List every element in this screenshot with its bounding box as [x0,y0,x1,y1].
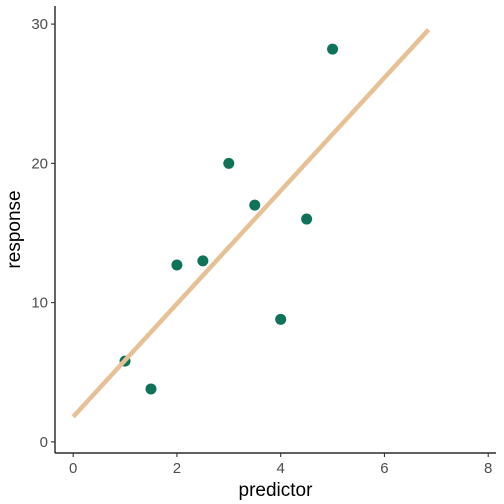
data-point [223,157,235,169]
data-point [171,259,183,271]
x-axis-ticks: 0 2 4 6 8 [69,453,492,477]
regression-line [71,28,431,419]
y-tick-label: 20 [31,155,48,172]
y-tick-label: 0 [40,434,48,451]
y-tick-label: 10 [31,295,48,312]
y-tick-label: 30 [31,16,48,33]
x-tick-label: 4 [277,460,285,477]
data-point [327,43,339,55]
y-axis-ticks: 0 10 20 30 [31,16,55,451]
y-axis-title: response [4,190,25,268]
data-point [249,199,261,211]
x-tick-label: 0 [69,460,77,477]
x-tick-label: 6 [380,460,388,477]
x-tick-label: 8 [484,460,492,477]
data-point [197,255,209,267]
x-tick-label: 2 [173,460,181,477]
x-axis-title: predictor [239,480,314,501]
data-point [145,383,157,395]
data-point [275,313,287,325]
data-point [301,213,313,225]
plot-area [71,28,431,419]
